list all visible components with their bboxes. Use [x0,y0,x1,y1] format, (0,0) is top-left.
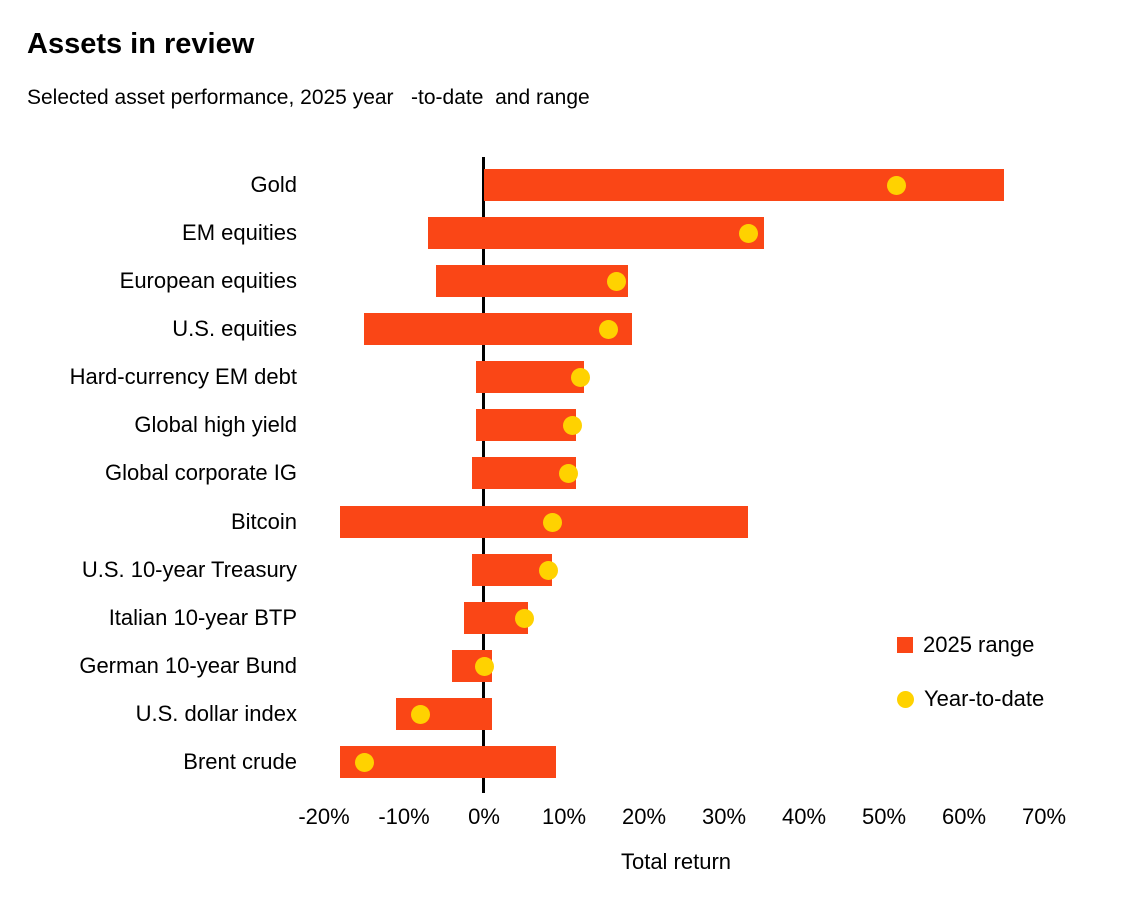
x-axis-tick-label: -10% [378,804,430,829]
row-label: EM equities [182,220,297,245]
row-label: U.S. equities [172,316,297,341]
ytd-dot [354,752,374,772]
x-axis-tick-label: 30% [701,804,747,829]
range-bar [364,313,632,345]
x-axis-tick-label: 50% [861,804,907,829]
ytd-dot [606,271,626,291]
row-label: U.S. 10-year Treasury [81,557,297,582]
row-label: Global corporate IG [105,460,297,485]
range-bar [484,169,1004,201]
range-swatch-icon [897,637,913,653]
x-axis-title: Total return [620,849,732,874]
legend-ytd-label: Year-to-date [924,686,1045,711]
legend-range-label: 2025 range [923,632,1035,657]
row-label: U.S. dollar index [135,701,297,726]
ytd-dot [570,367,590,387]
ytd-dot [542,512,562,532]
ytd-dot [474,656,494,676]
range-bar [428,217,764,249]
ytd-dot [558,463,578,483]
chart-title: Assets in review [27,28,255,60]
chart-subtitle: Selected asset performance, 2025 year -t… [27,86,590,109]
row-label: European equities [119,268,297,293]
ytd-dot [410,704,430,724]
ytd-dot [886,175,906,195]
range-bar [436,265,628,297]
row-label: Brent crude [183,749,297,774]
ytd-dot [538,560,558,580]
x-axis-tick-label: 10% [541,804,587,829]
x-axis-tick-label: -20% [298,804,350,829]
range-bar [476,409,576,441]
ytd-dot [738,223,758,243]
x-axis-tick-label: 60% [941,804,987,829]
ytd-swatch-icon [897,690,914,708]
row-label: Global high yield [134,412,297,437]
ytd-dot [514,608,534,628]
row-label: Italian 10-year BTP [108,605,297,630]
row-label: Hard-currency EM debt [69,364,297,389]
x-axis-tick-label: 20% [621,804,667,829]
row-label: German 10-year Bund [79,653,297,678]
ytd-dot [598,319,618,339]
row-label: Gold [250,172,297,197]
legend-item-ytd: Year-to-date [897,686,1044,712]
x-axis-tick-label: 40% [781,804,827,829]
range-bar [476,361,584,393]
x-axis-tick-label: 70% [1021,804,1067,829]
legend-item-range: 2025 range [897,632,1034,658]
row-label: Bitcoin [230,509,297,534]
range-bar [340,746,556,778]
ytd-dot [562,415,582,435]
x-axis-tick-label: 0% [468,804,500,829]
